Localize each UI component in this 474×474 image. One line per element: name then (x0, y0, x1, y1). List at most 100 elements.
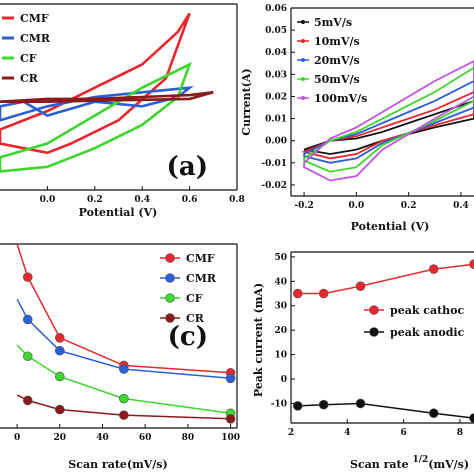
x-axis-label: Potential (V) (79, 206, 158, 219)
data-point-0 (428, 264, 439, 274)
legend-label-cf: CF (20, 52, 37, 65)
x-tick-label: 40 (96, 433, 109, 443)
y-tick-label: 0.04 (265, 48, 287, 58)
legend-label-3: 50mV/s (314, 73, 360, 86)
y-tick-label: -0.02 (261, 181, 287, 191)
data-point-cmr (22, 314, 33, 325)
legend-label-2: 20mV/s (314, 54, 360, 67)
legend-marker-cmf (165, 253, 175, 263)
panel-label: (c) (168, 322, 208, 352)
data-point-cf (54, 371, 65, 382)
legend-label-cmr: CMR (186, 272, 217, 285)
legend-marker-1 (301, 39, 305, 43)
x-tick-label: 20 (54, 433, 67, 443)
x-tick-label: 0 (14, 433, 20, 443)
y-axis-label: Peak current (mA) (252, 283, 265, 397)
legend-marker-4 (301, 96, 305, 100)
legend-label-cr: CR (20, 72, 39, 85)
data-point-cf (119, 393, 129, 404)
y-axis-label: Current(A) (240, 68, 253, 135)
plot-area (301, 60, 474, 182)
legend-label-cr: CR (186, 312, 205, 325)
panel-label: (a) (167, 152, 208, 182)
y-tick-label: 20 (274, 326, 287, 336)
data-point-0 (292, 288, 303, 299)
data-point-cmr (225, 373, 236, 384)
y-tick-label: 0.01 (265, 115, 287, 125)
series-line-cmf (0, 12, 191, 155)
legend-marker-0 (301, 20, 305, 24)
data-point-1 (355, 398, 366, 409)
x-axis-label-units: (mV/s) (428, 458, 469, 471)
legend-marker-0 (369, 305, 379, 315)
x-tick-label: 0.4 (134, 195, 150, 205)
x-tick-label: 0.6 (182, 195, 198, 205)
series-line-cr (0, 91, 214, 103)
x-axis-label-superscript: 1/2 (412, 455, 428, 465)
x-tick-label: 0.2 (87, 195, 103, 205)
data-point-cmf (22, 272, 33, 282)
legend-marker-3 (301, 77, 305, 81)
data-point-cmr (54, 345, 65, 356)
x-tick-label: -0.2 (294, 201, 313, 211)
data-point-1 (428, 408, 439, 419)
data-point-cf (22, 351, 33, 362)
x-axis-label: Scan rate 1/2(mV/s) (350, 455, 469, 471)
data-point-1 (292, 401, 303, 411)
series-line-3 (303, 66, 474, 173)
y-tick-label: 50 (274, 253, 287, 263)
y-tick-label: 30 (274, 302, 287, 312)
data-point-0 (469, 259, 474, 270)
legend-label-cf: CF (186, 292, 203, 305)
y-tick-label: 40 (274, 277, 287, 287)
panel-d-peak-current: 2 4 6 8 -10 0 10 20 30 40 50 Peak current (mA) Scan … (252, 251, 474, 471)
data-point-1 (469, 413, 474, 423)
x-tick-label: 0.0 (349, 201, 365, 211)
y-tick-label: 0.06 (265, 4, 287, 14)
data-point-cr (22, 395, 33, 406)
x-tick-label: 0.8 (229, 195, 245, 205)
legend-label-1: peak anodic (390, 326, 465, 339)
x-tick-label: 6 (400, 428, 406, 438)
x-tick-label: 60 (139, 433, 152, 443)
y-tick-label: 0.05 (265, 26, 287, 36)
data-point-cr (54, 404, 65, 415)
legend-label-1: 10mV/s (314, 35, 360, 48)
x-tick-label: 0.0 (40, 195, 56, 205)
legend-label-0: peak cathoc (390, 304, 465, 317)
plot-area (292, 259, 474, 423)
data-point-0 (318, 288, 329, 299)
y-tick-label: 0.00 (265, 137, 287, 147)
legend-label-0: 5mV/s (314, 16, 352, 29)
x-tick-label: 0.4 (453, 201, 469, 211)
x-tick-label: 0.2 (401, 201, 417, 211)
series-line-1 (301, 91, 474, 160)
y-tick-label: 0.02 (265, 92, 287, 102)
legend-label-cmr: CMR (20, 32, 51, 45)
x-axis-label: Scan rate(mV/s) (68, 458, 167, 471)
data-point-cmf (54, 333, 65, 343)
panel-a-cv-materials: 0.0 0.2 0.4 0.6 0.8 Potential (V) (a) CMF CMR CF C… (0, 3, 245, 219)
x-tick-label: 100 (221, 433, 240, 443)
legend-marker-cr (165, 313, 175, 323)
legend-label-cmf: CMF (20, 12, 49, 25)
legend-label-4: 100mV/s (314, 92, 367, 105)
x-tick-label: 8 (457, 428, 463, 438)
y-tick-label: 0 (281, 375, 287, 385)
legend-marker-1 (369, 327, 379, 337)
y-tick-label: -10 (271, 399, 287, 409)
x-axis-label-main: Scan rate (350, 458, 412, 471)
legend-label-cmf: CMF (186, 252, 215, 265)
data-point-cr (225, 413, 236, 424)
data-point-0 (355, 281, 366, 292)
plot-area (0, 12, 214, 173)
y-tick-label: 10 (274, 351, 287, 361)
series-line-2 (303, 79, 474, 164)
data-point-1 (318, 399, 329, 410)
series-line-0 (303, 99, 474, 155)
x-axis-label: Potential (V) (351, 220, 430, 233)
panel-c-capacitance-vs-scan-rate: 0 20 40 60 80 100 Scan rate(mV/s) (c) CMF CMR CF CR (0, 243, 240, 471)
x-tick-label: 2 (288, 428, 294, 438)
x-tick-label: 80 (182, 433, 195, 443)
